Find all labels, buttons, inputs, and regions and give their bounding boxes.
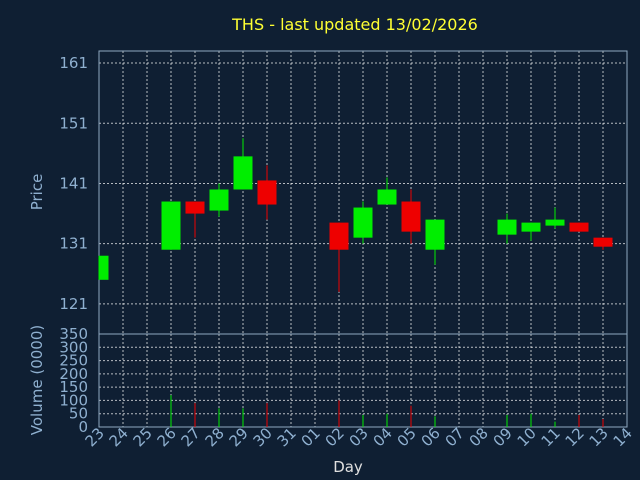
x-axis-label: Day (333, 458, 363, 476)
candle-body (185, 201, 205, 214)
volume-tick-label: 0 (78, 418, 88, 436)
volume-tick-label: 150 (59, 378, 88, 396)
volume-tick-label: 250 (59, 352, 88, 370)
price-panel: 121 131 141 151 161 (59, 50, 628, 335)
volume-tick-label: 50 (69, 405, 88, 423)
candle-body (569, 222, 589, 232)
price-tick-label: 121 (59, 295, 88, 313)
volume-tick-label: 100 (59, 391, 88, 409)
candle-body (497, 219, 517, 235)
candle-body (257, 180, 277, 205)
volume-axis-label: Volume (0000) (28, 325, 46, 435)
candle-body (545, 219, 565, 226)
price-tick-label: 151 (59, 114, 88, 132)
candle-body (401, 201, 421, 232)
price-tick-label: 141 (59, 174, 88, 192)
candle-body (329, 222, 349, 250)
candle-body (593, 237, 613, 247)
candle-body (233, 156, 253, 190)
candle-body (353, 207, 373, 238)
candle-body (99, 255, 109, 280)
candle-body (161, 201, 181, 250)
candle-body (521, 222, 541, 232)
volume-tick-label: 200 (59, 365, 88, 383)
candle-body (425, 219, 445, 250)
candle-body (377, 189, 397, 205)
day-labels: 2324252627282930310102030405060708091011… (82, 424, 636, 450)
price-tick-label: 131 (59, 235, 88, 253)
chart-title: THS - last updated 13/02/2026 (231, 15, 478, 34)
candle-body (209, 189, 229, 211)
price-axis-label: Price (28, 174, 46, 211)
volume-tick-label: 350 (59, 325, 88, 343)
price-tick-label: 161 (59, 54, 88, 72)
volume-tick-label: 300 (59, 338, 88, 356)
